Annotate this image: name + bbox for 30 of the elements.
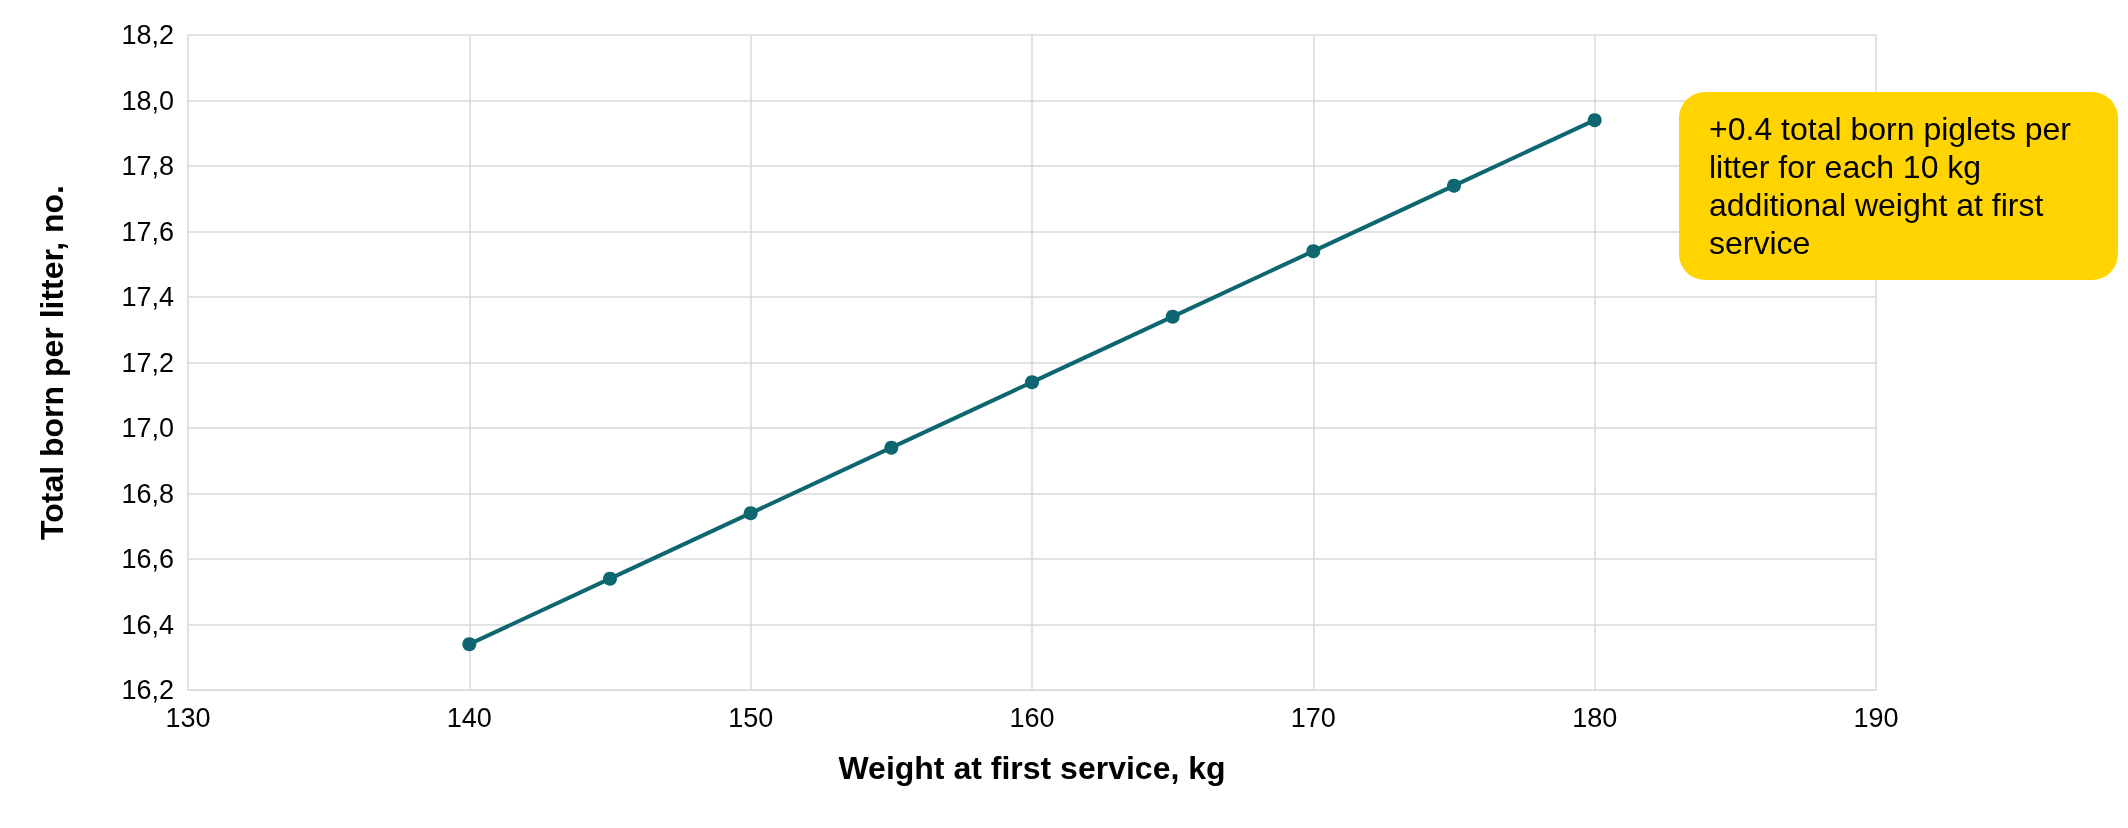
y-tick-label: 16,4 — [121, 609, 174, 640]
x-tick-label: 180 — [1572, 702, 1618, 733]
y-axis-title: Total born per litter, no. — [34, 185, 70, 540]
y-tick-label: 17,2 — [121, 347, 174, 378]
y-tick-label: 18,0 — [121, 85, 174, 116]
y-tick-label: 16,8 — [121, 478, 174, 509]
point — [1025, 375, 1039, 390]
y-tick-label: 16,2 — [121, 675, 174, 705]
y-tick-label: 17,8 — [121, 151, 174, 181]
point — [603, 571, 617, 586]
y-tick-label: 17,0 — [121, 413, 174, 443]
y-tick-label: 17,6 — [121, 216, 174, 247]
point — [1447, 178, 1461, 193]
x-axis-title: Weight at first service, kg — [838, 750, 1226, 786]
x-tick-label: 170 — [1290, 702, 1336, 733]
x-tick-label: 150 — [728, 702, 774, 733]
y-tick-label: 16,6 — [121, 544, 174, 574]
point — [1587, 113, 1602, 128]
point — [1306, 244, 1321, 259]
x-tick-label: 140 — [446, 702, 492, 733]
y-tick-label: 18,2 — [121, 20, 174, 50]
x-tick-label: 130 — [165, 702, 211, 733]
point — [743, 506, 758, 521]
point — [1165, 309, 1180, 324]
y-tick-label: 17,4 — [121, 282, 174, 312]
x-tick-label: 160 — [1009, 702, 1055, 733]
point — [462, 637, 477, 652]
x-tick-label: 190 — [1853, 702, 1899, 733]
point — [884, 440, 899, 455]
annotation: +0.4 total born piglets per litter for each 10 kg additional weight at first service — [1709, 111, 2080, 261]
